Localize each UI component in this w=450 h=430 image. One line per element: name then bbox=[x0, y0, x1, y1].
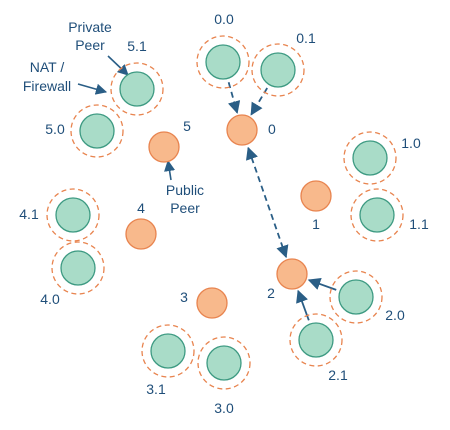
annotation-arrows bbox=[77, 55, 176, 181]
peer-label-0-1: 0.1 bbox=[296, 30, 316, 46]
nat-ring-5-1 bbox=[110, 62, 164, 116]
annotation-public-peer-line2: Peer bbox=[170, 200, 200, 216]
peer-label-2: 2 bbox=[267, 285, 275, 301]
peer-label-2-0: 2.0 bbox=[385, 307, 405, 323]
peer-label-2-1: 2.1 bbox=[328, 367, 348, 383]
peer-label-0-0: 0.0 bbox=[214, 11, 234, 27]
peer-label-1: 1 bbox=[312, 216, 320, 232]
peer-label-3: 3 bbox=[180, 289, 188, 305]
annotation-private-peer-line1: Private bbox=[68, 19, 112, 35]
private-peer-5-1 bbox=[119, 71, 155, 107]
peer-label-3-0: 3.0 bbox=[214, 400, 234, 416]
annotation-nat-firewall: NAT / Firewall bbox=[23, 59, 71, 94]
public-peer-5 bbox=[148, 131, 180, 163]
public-peer-4 bbox=[125, 218, 157, 250]
annotation-private-peer-line2: Peer bbox=[75, 37, 105, 53]
nat-ring-0-1 bbox=[251, 43, 305, 97]
nat-ring-3-0 bbox=[197, 336, 251, 390]
annotation-nat-firewall-line2: Firewall bbox=[23, 78, 71, 94]
annotation-nat-firewall-line1: NAT / bbox=[30, 59, 65, 75]
public-peer-3 bbox=[196, 287, 228, 319]
peer-label-1-1: 1.1 bbox=[409, 216, 429, 232]
peer-labels: 0 1 2 3 4 5 0.0 0.1 1.0 1.1 2.0 2.1 3.0 3.1 4.0 4.1 5.0 5… bbox=[19, 11, 429, 416]
private-peer-0-1 bbox=[260, 52, 296, 88]
private-peer-1-0 bbox=[352, 140, 388, 176]
public-peer-1 bbox=[300, 180, 332, 212]
nat-ring-4-1 bbox=[46, 188, 100, 242]
private-peer-2-0 bbox=[338, 279, 374, 315]
private-peer-5-0 bbox=[79, 113, 115, 149]
nat-ring-3-1 bbox=[141, 324, 195, 378]
private-peer-4-1 bbox=[55, 197, 91, 233]
peer-label-3-1: 3.1 bbox=[146, 381, 166, 397]
peer-label-5-0: 5.0 bbox=[45, 121, 65, 137]
connection-2-0-to-2 bbox=[307, 277, 337, 291]
nat-ring-5-0 bbox=[70, 104, 124, 158]
peer-label-5: 5 bbox=[183, 118, 191, 134]
nat-ring-2-1 bbox=[289, 313, 343, 367]
private-peer-0-0 bbox=[205, 44, 241, 80]
pointer-nat-firewall bbox=[77, 83, 108, 95]
peer-label-1-0: 1.0 bbox=[401, 135, 421, 151]
private-peer-4-0 bbox=[60, 250, 96, 286]
peer-label-0: 0 bbox=[268, 121, 276, 137]
annotation-public-peer-line1: Public bbox=[166, 182, 204, 198]
pointer-public-peer bbox=[164, 159, 176, 181]
public-peer-2 bbox=[276, 258, 308, 290]
private-peer-3-1 bbox=[150, 333, 186, 369]
nat-ring-0-0 bbox=[196, 35, 250, 89]
nat-ring-1-0 bbox=[343, 131, 397, 185]
private-peer-1-1 bbox=[359, 197, 395, 233]
connection-0-0-to-0 bbox=[227, 81, 241, 114]
connection-0-to-2 bbox=[246, 146, 289, 259]
peer-label-4-1: 4.1 bbox=[19, 206, 39, 222]
peer-nodes bbox=[46, 35, 404, 390]
peer-label-4: 4 bbox=[137, 200, 145, 216]
public-peer-0 bbox=[226, 114, 258, 146]
private-peer-2-1 bbox=[298, 322, 334, 358]
annotation-public-peer: Public Peer bbox=[166, 182, 204, 216]
nat-ring-2-0 bbox=[329, 270, 383, 324]
nat-ring-4-0 bbox=[51, 241, 105, 295]
peer-label-4-0: 4.0 bbox=[40, 291, 60, 307]
annotation-private-peer: Private Peer bbox=[68, 19, 112, 53]
pointer-private-peer bbox=[107, 55, 129, 76]
peer-label-5-1: 5.1 bbox=[127, 38, 147, 54]
nat-ring-1-1 bbox=[350, 188, 404, 242]
private-peer-3-0 bbox=[206, 345, 242, 381]
